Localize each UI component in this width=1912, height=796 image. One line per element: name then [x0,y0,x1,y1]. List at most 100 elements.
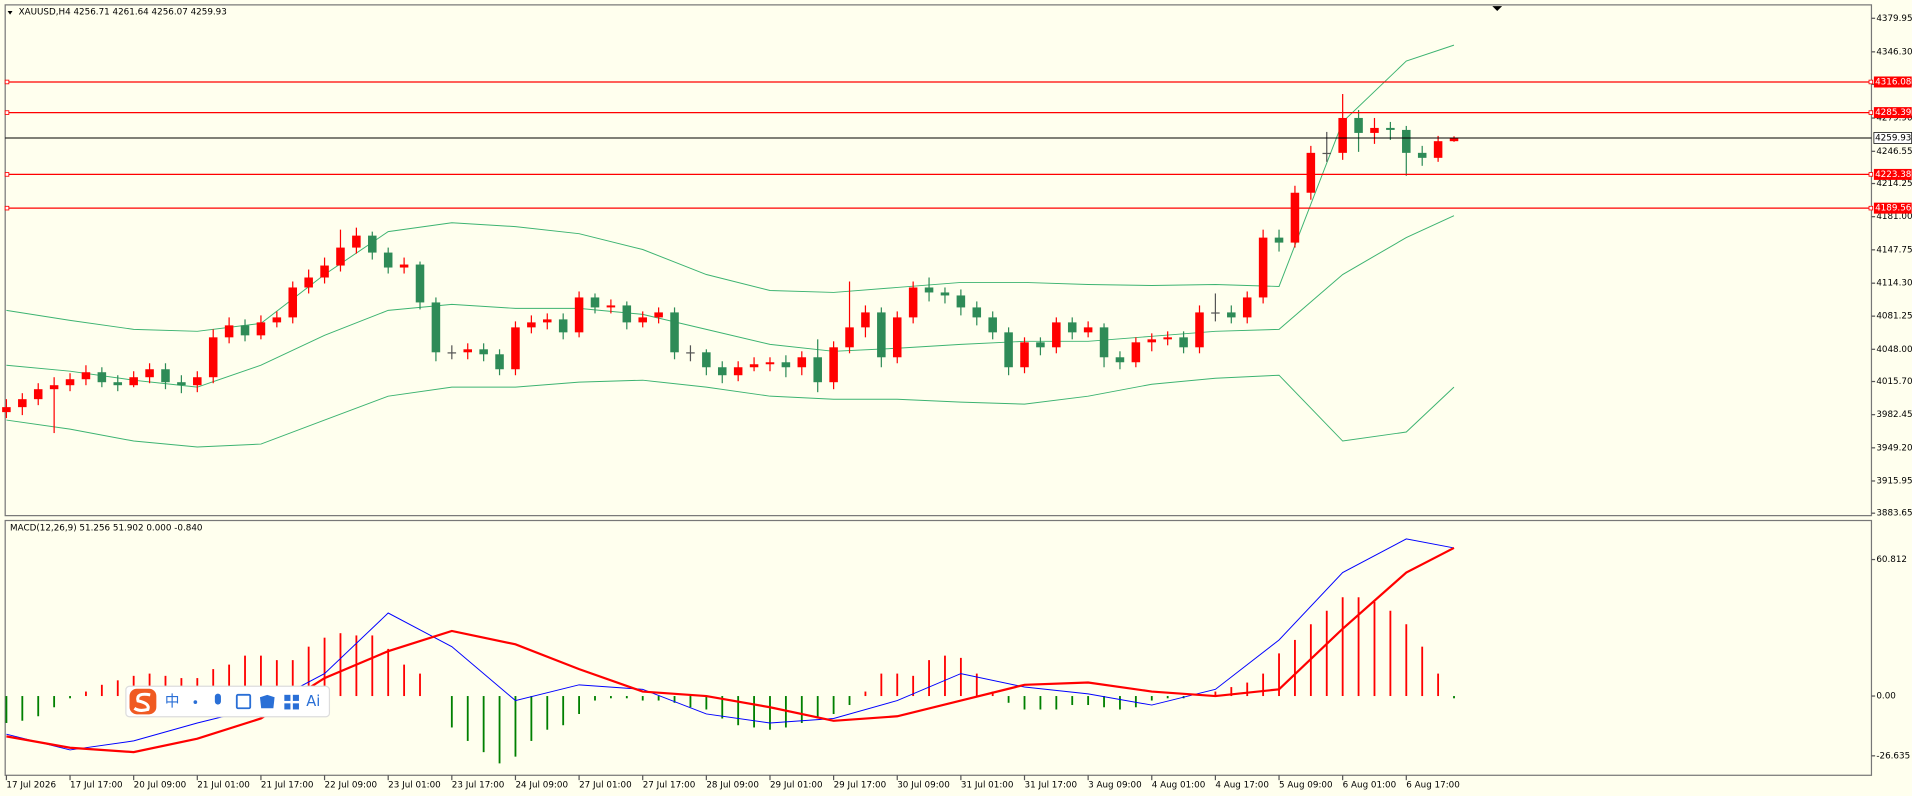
candle-body [224,325,234,338]
candle-body [1020,342,1029,368]
line [6,44,1455,332]
line [6,546,1455,754]
candle-body [1163,337,1172,340]
y-tick-label: 4379.95 [1876,14,1912,24]
last-price-label: 4259.93 [1875,133,1911,143]
candle-body [1067,322,1077,333]
candle-body [1274,237,1284,243]
shift-marker [1492,6,1503,11]
y-tick-label: 4147.75 [1876,245,1912,255]
candle-body [1004,332,1013,368]
level-label-bg [1873,168,1912,180]
x-tick-label: 17 Jul 17:00 [70,781,123,791]
y-tick-label: 4048.00 [1876,345,1912,355]
y-tick-label: 4081.25 [1876,312,1912,322]
y-tick-label: 4114.30 [1876,279,1912,289]
x-tick-label: 23 Jul 01:00 [388,781,441,791]
candle-body [702,352,711,368]
ime-logo-mark [133,692,151,712]
x-tick-label: 27 Jul 17:00 [643,781,696,791]
level-label-bg [1873,107,1912,119]
x-tick-label: 23 Jul 17:00 [452,781,505,791]
x-tick-label: 6 Aug 01:00 [1343,781,1397,791]
y-tick-label: 0.00 [1876,692,1896,702]
candle-body [1179,337,1188,348]
candle-body [574,297,584,333]
ime-tools [284,703,291,710]
candle-body [1322,152,1332,155]
candle-body [1195,312,1204,348]
menu-arrow[interactable] [7,10,13,15]
level-handle [1868,172,1874,177]
candle-body [622,305,632,323]
ime-toolbar[interactable]: 中 Ai [125,685,331,718]
ime-lang[interactable]: 中 [165,693,180,710]
candle-body [208,337,218,378]
y-tick-label: 3915.95 [1876,476,1912,486]
candle-body [924,287,934,293]
ime-tools [292,694,299,701]
candle-body [654,312,663,318]
y-tick-label: 4181.00 [1876,212,1912,222]
y-tick-label: 3883.65 [1876,509,1912,519]
level-handle [4,172,10,177]
candle-body [892,317,902,358]
macd-panel [4,519,1873,776]
candle-body [1131,342,1141,363]
level-handle [4,205,10,211]
candle-body [1115,357,1125,363]
candle-body [383,252,393,268]
level-handle [1868,205,1874,211]
candle-body [733,367,743,376]
candle-body [686,352,695,354]
x-tick-label: 20 Jul 09:00 [134,781,187,791]
x-tick-label: 21 Jul 17:00 [261,781,314,791]
candle-body [590,297,600,308]
price-panel [4,4,1873,517]
level-label: 4316.08 [1875,77,1911,87]
candle-body [352,235,361,248]
candle-body [145,369,154,378]
candle-body [956,295,966,308]
candle-body [161,369,170,383]
level-label: 4189.56 [1875,204,1912,214]
x-tick-label: 6 Aug 17:00 [1406,781,1460,791]
candle-body [113,382,123,386]
level-handle [4,110,10,115]
candle-body [670,312,679,353]
x-tick-label: 21 Jul 01:00 [197,781,250,791]
candle-body [240,325,250,336]
level-handle [1868,79,1874,85]
ime-ai[interactable]: Ai [306,693,320,710]
candle-body [129,377,138,386]
ime-skin[interactable] [259,694,275,709]
x-tick-label: 4 Aug 01:00 [1152,781,1206,791]
candle-body [749,364,759,368]
candle-body [1211,312,1220,314]
candle-body [336,247,345,266]
candle-body [256,322,266,336]
ime-tools[interactable] [284,694,291,701]
y-tick-label: 4214.25 [1876,179,1912,189]
level-handle [1868,110,1874,115]
candle-body [1052,322,1061,348]
candle-body [606,305,616,308]
level-label: 4223.38 [1875,170,1911,180]
level-label-bg [1873,202,1912,214]
candle-body [1083,327,1093,333]
ime-keyboard[interactable] [235,693,252,710]
ime-punct[interactable] [193,700,198,704]
candle-body [527,322,536,328]
candle-body [1306,152,1316,193]
candle-body [877,312,886,358]
candle-body [1370,127,1379,133]
candle-body [431,302,441,353]
y-tick-label: -26.635 [1876,751,1910,761]
ime-tools [292,703,299,710]
x-tick-label: 31 Jul 17:00 [1025,781,1078,791]
line [6,215,1455,388]
candle-body [1386,127,1395,130]
x-tick-label: 27 Jul 01:00 [579,781,632,791]
ime-mic[interactable] [214,693,221,705]
